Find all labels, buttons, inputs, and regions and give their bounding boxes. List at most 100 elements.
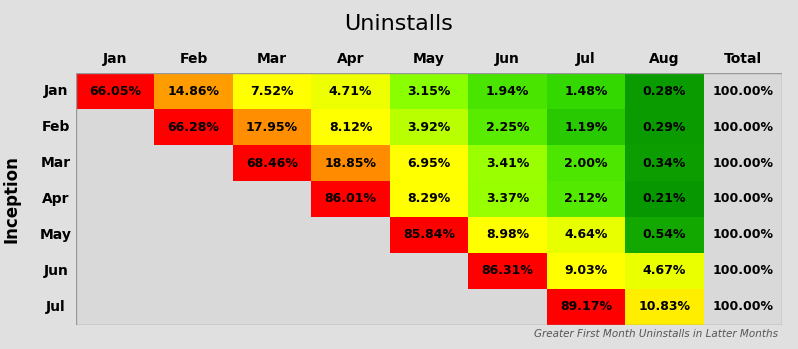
Bar — [389, 289, 468, 325]
Bar — [704, 217, 782, 253]
Text: 10.83%: 10.83% — [638, 300, 690, 313]
Text: Total: Total — [724, 52, 762, 66]
Text: 100.00%: 100.00% — [713, 121, 773, 134]
Text: Aug: Aug — [649, 52, 680, 66]
Text: Feb: Feb — [180, 52, 207, 66]
Bar — [233, 253, 311, 289]
Text: 100.00%: 100.00% — [713, 264, 773, 277]
Text: 17.95%: 17.95% — [246, 121, 298, 134]
Text: Inception: Inception — [3, 155, 21, 243]
Bar — [468, 73, 547, 109]
Text: 66.05%: 66.05% — [89, 85, 141, 98]
Text: 6.95%: 6.95% — [407, 157, 451, 170]
Text: 0.34%: 0.34% — [642, 157, 686, 170]
Bar — [233, 181, 311, 217]
Text: 8.12%: 8.12% — [329, 121, 372, 134]
Bar — [233, 73, 311, 109]
Text: Jul: Jul — [46, 300, 65, 314]
Text: May: May — [40, 228, 72, 242]
Text: 86.01%: 86.01% — [325, 192, 377, 206]
Bar — [625, 253, 704, 289]
Bar — [468, 109, 547, 145]
Text: Greater First Month Uninstalls in Latter Months: Greater First Month Uninstalls in Latter… — [534, 328, 778, 339]
Bar — [311, 217, 389, 253]
Bar — [547, 181, 625, 217]
Text: 85.84%: 85.84% — [403, 228, 455, 241]
Bar — [154, 145, 233, 181]
Bar — [154, 109, 233, 145]
Bar — [704, 253, 782, 289]
Text: 9.03%: 9.03% — [564, 264, 607, 277]
Text: 66.28%: 66.28% — [168, 121, 219, 134]
Bar — [389, 73, 468, 109]
Bar — [625, 73, 704, 109]
Bar — [468, 145, 547, 181]
Text: 0.54%: 0.54% — [642, 228, 686, 241]
Text: 1.48%: 1.48% — [564, 85, 607, 98]
Bar — [468, 217, 547, 253]
Bar — [625, 289, 704, 325]
Text: 8.29%: 8.29% — [407, 192, 451, 206]
Text: 2.12%: 2.12% — [564, 192, 607, 206]
Bar — [468, 289, 547, 325]
Bar — [311, 145, 389, 181]
Text: 100.00%: 100.00% — [713, 85, 773, 98]
Text: Jun: Jun — [495, 52, 519, 66]
Text: 0.21%: 0.21% — [642, 192, 686, 206]
Text: 3.15%: 3.15% — [407, 85, 451, 98]
Text: 7.52%: 7.52% — [251, 85, 294, 98]
Bar — [154, 73, 233, 109]
Bar — [76, 289, 154, 325]
Text: 1.19%: 1.19% — [564, 121, 607, 134]
Bar — [547, 109, 625, 145]
Bar — [76, 73, 154, 109]
Text: Jan: Jan — [103, 52, 128, 66]
Bar — [76, 217, 154, 253]
Text: 100.00%: 100.00% — [713, 157, 773, 170]
Bar — [389, 109, 468, 145]
Bar — [154, 181, 233, 217]
Text: Jul: Jul — [576, 52, 595, 66]
Bar — [76, 145, 154, 181]
Bar — [311, 289, 389, 325]
Bar — [76, 181, 154, 217]
Bar — [625, 181, 704, 217]
Bar — [625, 145, 704, 181]
Text: 2.25%: 2.25% — [486, 121, 529, 134]
Bar — [704, 73, 782, 109]
Text: Apr: Apr — [337, 52, 364, 66]
Bar — [233, 289, 311, 325]
Bar — [76, 253, 154, 289]
Text: May: May — [413, 52, 444, 66]
Text: Jan: Jan — [44, 84, 68, 98]
Text: Mar: Mar — [257, 52, 287, 66]
Bar — [704, 289, 782, 325]
Text: 100.00%: 100.00% — [713, 228, 773, 241]
Text: 89.17%: 89.17% — [560, 300, 612, 313]
Text: Jun: Jun — [43, 264, 69, 278]
Bar — [76, 109, 154, 145]
Bar — [311, 253, 389, 289]
Text: 8.98%: 8.98% — [486, 228, 529, 241]
Bar — [468, 253, 547, 289]
Bar — [704, 181, 782, 217]
Bar — [547, 253, 625, 289]
Text: 18.85%: 18.85% — [325, 157, 377, 170]
Text: 100.00%: 100.00% — [713, 300, 773, 313]
Text: 3.41%: 3.41% — [486, 157, 529, 170]
Text: 1.94%: 1.94% — [486, 85, 529, 98]
Text: 4.64%: 4.64% — [564, 228, 607, 241]
Bar — [625, 217, 704, 253]
Text: 86.31%: 86.31% — [481, 264, 533, 277]
Bar — [154, 289, 233, 325]
Text: Uninstalls: Uninstalls — [345, 14, 453, 34]
Text: 3.92%: 3.92% — [407, 121, 451, 134]
Bar — [233, 109, 311, 145]
Text: 0.29%: 0.29% — [642, 121, 686, 134]
Bar — [547, 289, 625, 325]
Bar — [625, 109, 704, 145]
Text: Apr: Apr — [42, 192, 69, 206]
Text: Mar: Mar — [41, 156, 71, 170]
Bar — [547, 217, 625, 253]
Text: 100.00%: 100.00% — [713, 192, 773, 206]
